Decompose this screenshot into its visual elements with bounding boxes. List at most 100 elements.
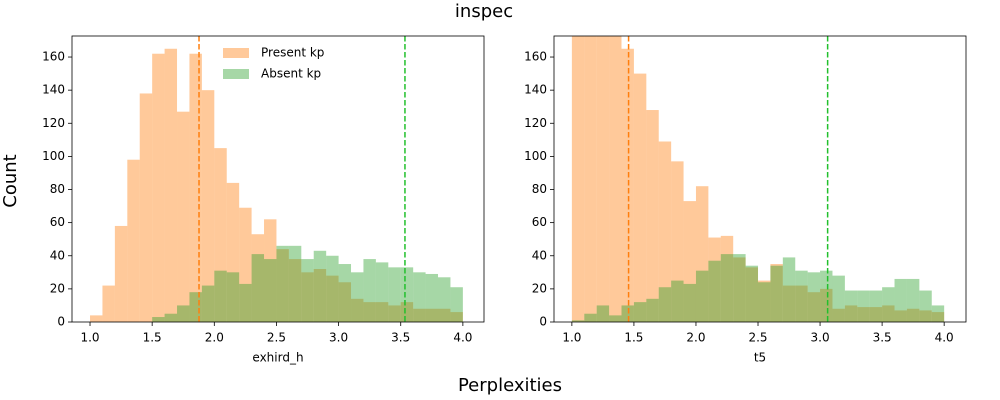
histogram-bar	[363, 302, 376, 322]
histogram-bar	[745, 267, 759, 322]
x-tick-label: 3.5	[873, 331, 892, 345]
histogram-bar	[201, 285, 215, 322]
histogram-bar	[438, 308, 451, 322]
x-tick-label: 4.0	[935, 331, 954, 345]
histogram-bar	[671, 161, 684, 322]
histogram-bar	[239, 283, 252, 322]
histogram-bar	[733, 257, 746, 322]
histogram-bar	[820, 270, 833, 322]
histogram-bar	[164, 48, 178, 322]
histogram-bar	[844, 290, 858, 322]
histogram-bar	[646, 298, 659, 322]
histogram-bar	[413, 308, 426, 322]
histogram-bar	[770, 265, 783, 322]
histogram-bar	[226, 272, 240, 322]
histogram-bar	[338, 264, 352, 322]
legend-label: Present kp	[261, 46, 324, 60]
histogram-bar	[658, 141, 672, 322]
histogram-bar	[832, 308, 845, 322]
histogram-bar	[621, 48, 634, 322]
histogram-bar	[264, 259, 277, 322]
histogram-bar	[338, 282, 352, 322]
histogram-bar	[425, 308, 439, 322]
histogram-bar	[633, 302, 647, 322]
x-tick-label: 3.0	[811, 331, 830, 345]
histogram-bar	[658, 287, 672, 322]
y-tick-label: 120	[42, 116, 65, 130]
histogram-bar	[114, 225, 128, 322]
histogram-bar	[400, 267, 414, 322]
y-tick-label: 40	[50, 248, 65, 262]
histogram-bar	[708, 260, 721, 322]
histogram-bar	[683, 283, 696, 322]
histogram-bar	[450, 287, 463, 322]
histogram-bar	[869, 307, 883, 322]
plot-area	[90, 36, 463, 322]
histogram-bar	[127, 159, 140, 322]
histogram-bar	[906, 278, 920, 322]
histogram-bar	[832, 275, 845, 322]
histogram-bar	[745, 265, 759, 322]
histogram-bar	[683, 201, 696, 322]
x-tick-label: 4.0	[453, 331, 472, 345]
histogram-bar	[388, 305, 401, 322]
axes: 1.0 1.5 2.0 2.5 3.0 3.5 4.0 0 20 40 60 80 100 120 140 1…	[42, 35, 485, 365]
x-axis-label: t5	[754, 351, 766, 365]
y-tick-label: 140	[524, 83, 547, 97]
histogram-bar	[609, 36, 622, 322]
histogram-bar	[571, 320, 585, 322]
histogram-bar	[301, 272, 314, 322]
histogram-bar	[90, 315, 103, 322]
histogram-bar	[758, 280, 771, 322]
legend-swatch	[223, 48, 249, 58]
histogram-bar	[214, 148, 227, 322]
histogram-bar	[931, 312, 945, 322]
figure-title: inspec	[455, 1, 513, 22]
histogram-bar	[758, 282, 771, 322]
histogram-bar	[177, 305, 190, 322]
histogram-bar	[695, 186, 709, 322]
histogram-bar	[844, 305, 858, 322]
histogram-bar	[226, 182, 240, 322]
axes-frame	[71, 35, 485, 323]
histogram-bar	[795, 270, 808, 322]
histogram-bar	[894, 278, 907, 322]
histogram-bar	[633, 73, 647, 322]
histogram-bar	[857, 290, 870, 322]
histogram-bar	[671, 280, 684, 322]
histogram-bar	[438, 277, 451, 322]
histogram-bar	[288, 245, 302, 322]
histogram-bar	[807, 272, 821, 322]
histogram-bar	[251, 254, 265, 322]
histogram-bar	[919, 310, 932, 322]
y-tick-label: 60	[50, 215, 65, 229]
histogram-bar	[152, 53, 165, 322]
histogram-bar	[571, 36, 585, 322]
histogram-bar	[388, 267, 401, 322]
x-tick-label: 1.0	[562, 331, 581, 345]
y-tick-label: 80	[50, 182, 65, 196]
y-tick-label: 20	[50, 281, 65, 295]
y-tick-label: 100	[524, 149, 547, 163]
y-tick-label: 160	[42, 50, 65, 64]
histogram-bar	[326, 255, 339, 322]
histogram-bar	[770, 264, 783, 322]
histogram-bar	[450, 312, 463, 322]
histogram-bar	[782, 285, 796, 322]
histogram-bar	[239, 207, 252, 322]
histogram-bar	[820, 288, 833, 322]
y-tick-label: 60	[532, 215, 547, 229]
y-tick-label: 120	[524, 116, 547, 130]
histogram-bar	[584, 36, 597, 322]
histogram-bar	[139, 93, 153, 322]
axes: 1.0 1.5 2.0 2.5 3.0 3.5 4.0 0 20 40 60 80 100 120 140 1…	[524, 35, 967, 365]
y-tick-label: 140	[42, 83, 65, 97]
histogram-bar	[869, 290, 883, 322]
histogram-bar	[596, 36, 610, 322]
axes-frame	[553, 35, 967, 323]
histogram-bar	[720, 254, 734, 322]
x-tick-label: 2.0	[205, 331, 224, 345]
plot-area	[571, 36, 945, 322]
histogram-bar	[301, 259, 314, 322]
figure-y-label: Count	[0, 154, 21, 207]
